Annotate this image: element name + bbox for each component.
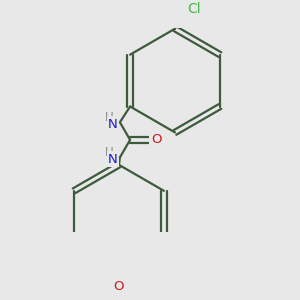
Text: N: N	[108, 118, 118, 130]
Text: N: N	[108, 153, 118, 166]
Text: Cl: Cl	[188, 2, 201, 16]
Text: O: O	[151, 134, 161, 146]
Text: H: H	[105, 111, 114, 124]
Text: O: O	[114, 280, 124, 293]
Text: H: H	[105, 146, 114, 159]
